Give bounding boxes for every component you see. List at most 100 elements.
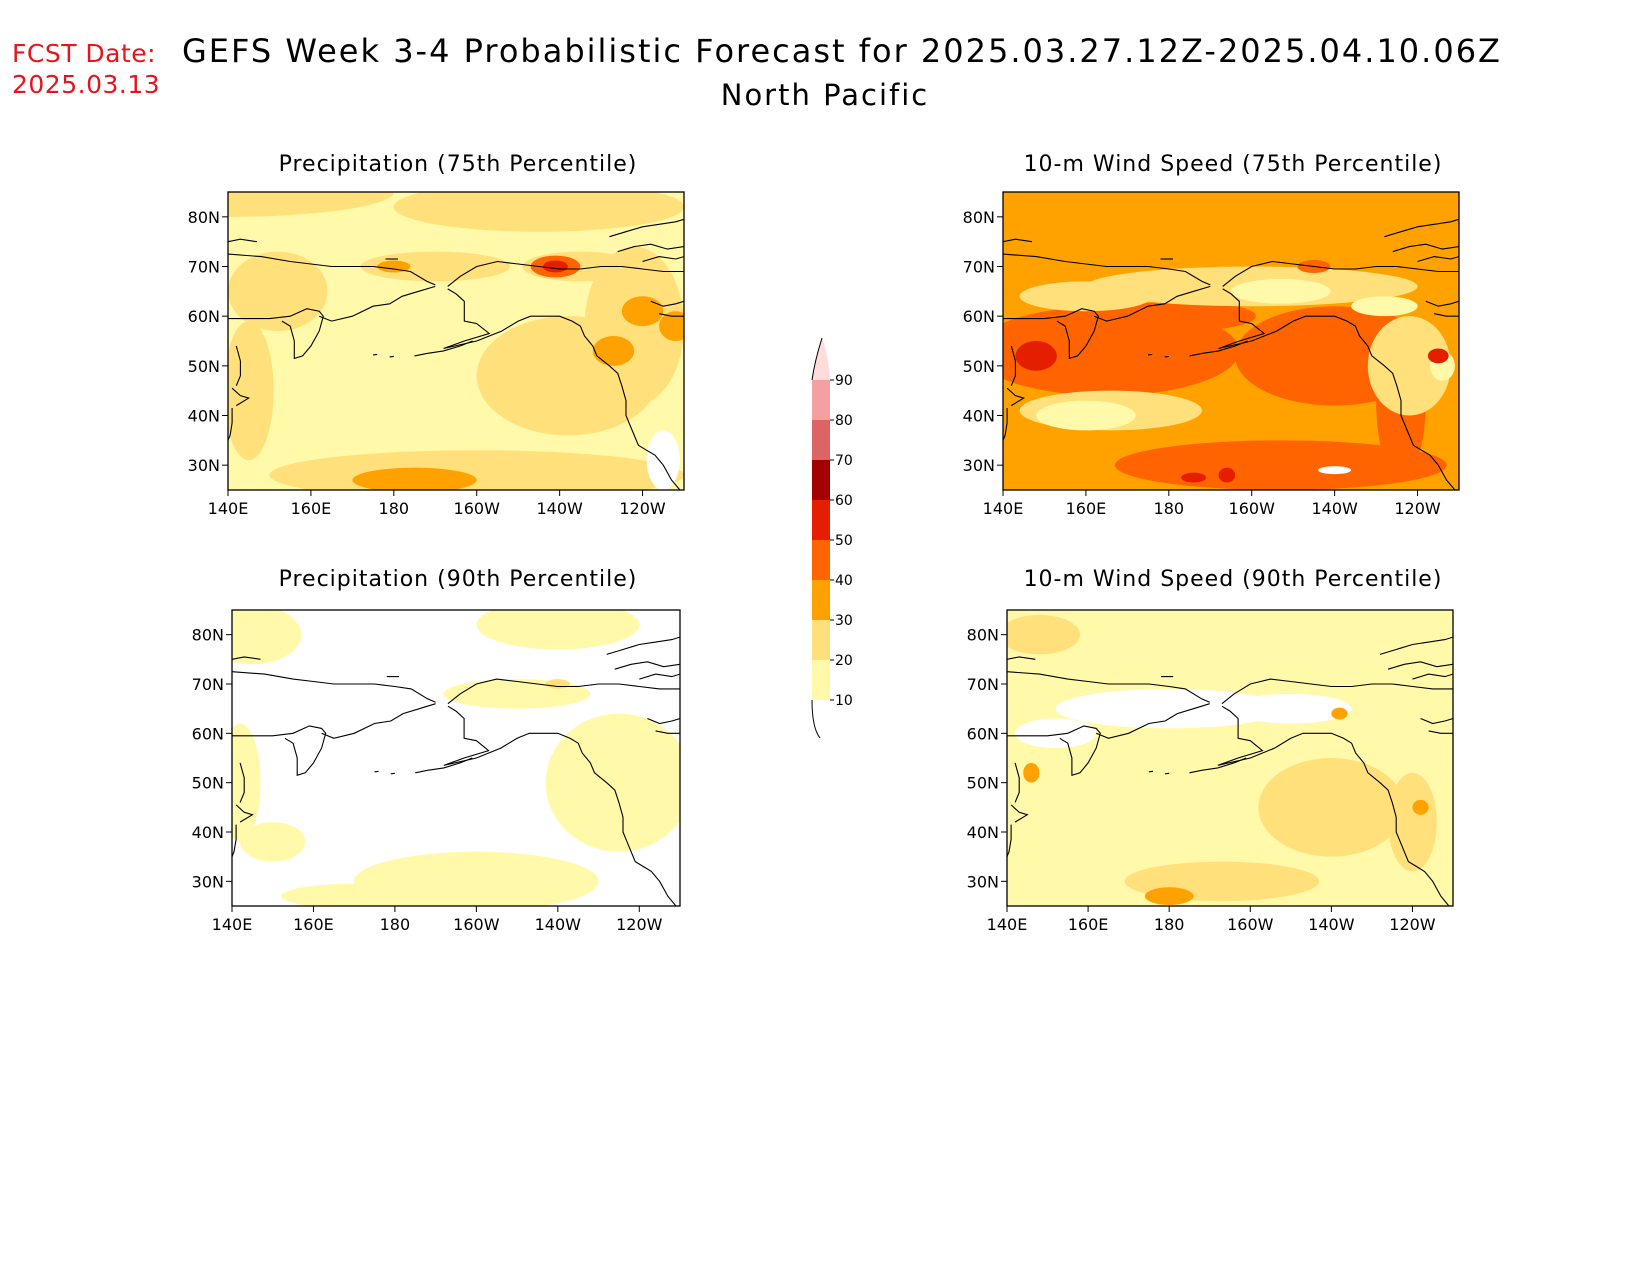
- coastline: [1007, 656, 1036, 660]
- lon-tick-label: 160E: [1068, 915, 1109, 934]
- shaded-region: [1230, 693, 1352, 724]
- shaded-region: [280, 883, 428, 906]
- coastline: [1003, 238, 1033, 243]
- lon-tick-label: 160W: [454, 499, 501, 518]
- coastline: [1379, 636, 1453, 655]
- map-frame: [227, 191, 685, 491]
- lon-tick-label: 160E: [291, 499, 332, 518]
- colorbar-segment: [812, 380, 830, 420]
- coastline: [1420, 717, 1453, 725]
- lat-tick-label: 60N: [188, 307, 220, 326]
- coastline: [239, 762, 245, 803]
- region-subtitle: North Pacific: [720, 78, 930, 112]
- shaded-region: [476, 610, 640, 650]
- coastline: [1412, 673, 1453, 680]
- coastline: [235, 804, 254, 823]
- coastline: [1222, 260, 1459, 287]
- shaded-region: [1007, 614, 1080, 655]
- shaded-region: [646, 430, 680, 490]
- coastline: [1392, 243, 1459, 253]
- coastline: [228, 238, 258, 243]
- lon-tick-label: 140E: [983, 499, 1024, 518]
- lat-tick-label: 30N: [192, 872, 224, 891]
- coastline: [415, 757, 473, 774]
- coastline: [1003, 408, 1008, 441]
- lon-tick-label: 160W: [453, 915, 500, 934]
- coastline: [232, 656, 261, 660]
- lat-tick-label: 60N: [192, 724, 224, 743]
- shaded-region: [1055, 688, 1283, 729]
- colorbar-segment: [812, 420, 830, 460]
- coastline: [447, 260, 684, 287]
- shaded-region: [1181, 472, 1207, 483]
- shaded-region: [1318, 466, 1352, 475]
- shaded-region: [1331, 707, 1348, 720]
- coastline: [1417, 256, 1459, 263]
- coastline: [389, 355, 394, 358]
- lon-tick-label: 140E: [987, 915, 1028, 934]
- coastline: [228, 308, 324, 360]
- coastline: [1007, 824, 1012, 857]
- coastline: [1387, 661, 1453, 670]
- shaded-region: [1412, 799, 1429, 815]
- coastline: [414, 340, 473, 357]
- colorbar-upper-triangle: [812, 338, 830, 380]
- lat-tick-label: 30N: [188, 456, 220, 475]
- coastline: [228, 408, 233, 441]
- coastline: [647, 717, 680, 725]
- coastline: [1218, 288, 1456, 490]
- map-panel-precip90: 140E 160E 180 160W 140W 120W 80N 70N 60N 50N 40N 30…: [192, 609, 681, 934]
- shaded-region: [1015, 718, 1097, 749]
- coastline: [1007, 671, 1210, 703]
- map-frame: [1002, 191, 1460, 491]
- map-panel-wind90: 140E 160E 180 160W 140W 120W 80N 70N 60N 50N 40N 30…: [967, 609, 1454, 934]
- lon-tick-label: 160W: [1227, 915, 1274, 934]
- map-field: [232, 610, 680, 906]
- lon-tick-label: 180: [1154, 499, 1185, 518]
- forecast-date-value: 2025.03.13: [12, 70, 161, 99]
- colorbar-label: 90: [835, 373, 853, 389]
- shaded-region: [1351, 296, 1418, 317]
- coastline: [232, 824, 237, 857]
- coastline: [231, 387, 251, 407]
- lon-tick-label: 120W: [1389, 915, 1436, 934]
- lat-tick-label: 70N: [188, 258, 220, 277]
- forecast-date-block: FCST Date: 2025.03.13: [12, 38, 160, 100]
- coastline: [1148, 353, 1153, 356]
- colorbar-label: 60: [835, 493, 853, 509]
- panel-title-wind90: 10-m Wind Speed (90th Percentile): [1023, 567, 1443, 592]
- shaded-region: [228, 321, 274, 461]
- lat-tick-label: 80N: [192, 626, 224, 645]
- coastline: [1010, 804, 1029, 823]
- coastline: [1010, 345, 1016, 386]
- colorbar-label: 50: [835, 533, 853, 549]
- coastline: [390, 772, 395, 775]
- lon-tick-label: 160E: [1066, 499, 1107, 518]
- page-title: GEFS Week 3-4 Probabilistic Forecast for…: [182, 32, 1502, 70]
- lon-tick-label: 160W: [1229, 499, 1276, 518]
- lat-tick-label: 40N: [963, 407, 995, 426]
- lat-tick-label: 70N: [967, 675, 999, 694]
- shaded-region: [1019, 281, 1153, 312]
- lon-tick-label: 120W: [619, 499, 666, 518]
- shaded-region: [232, 723, 261, 842]
- coastline: [1189, 340, 1248, 357]
- lon-tick-label: 180: [1154, 915, 1185, 934]
- shaded-region: [1144, 887, 1194, 906]
- coastline: [1148, 770, 1154, 773]
- coastline: [443, 705, 677, 906]
- lat-tick-label: 40N: [188, 407, 220, 426]
- lat-tick-label: 40N: [967, 823, 999, 842]
- lon-tick-label: 120W: [1394, 499, 1441, 518]
- coastline: [1164, 355, 1169, 358]
- coastline: [658, 313, 684, 317]
- lon-tick-label: 140E: [212, 915, 253, 934]
- shaded-region: [543, 260, 568, 273]
- shaded-region: [1427, 348, 1449, 364]
- coastline: [1433, 313, 1459, 317]
- shaded-region: [393, 192, 684, 232]
- shaded-region: [1258, 758, 1405, 857]
- coastline: [232, 725, 327, 777]
- colorbar-segment: [812, 460, 830, 500]
- map-panel-precip75: 140E 160E 180 160W 140W 120W 80N 70N 60N 50N 40N 30…: [188, 191, 685, 518]
